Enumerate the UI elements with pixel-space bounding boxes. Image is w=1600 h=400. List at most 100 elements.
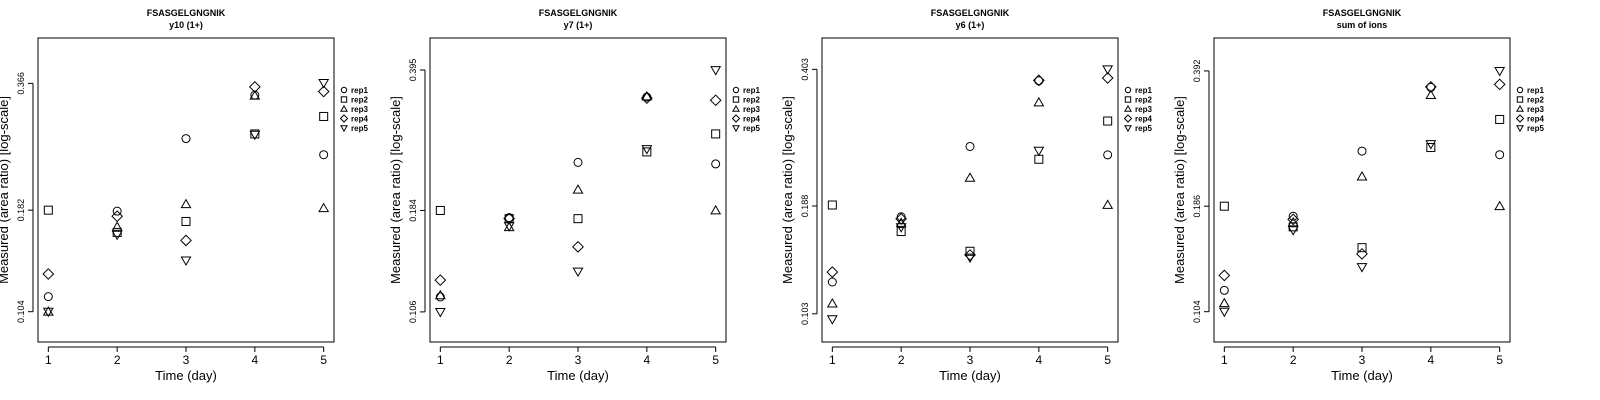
legend-label: rep3 xyxy=(1135,105,1152,114)
data-point-rep4 xyxy=(1356,247,1368,260)
data-point-rep2 xyxy=(1495,114,1505,124)
data-point-rep1 xyxy=(43,292,53,302)
legend-label: rep5 xyxy=(1135,124,1152,133)
data-point-rep2 xyxy=(573,214,583,224)
chart-title: FSASGELGNGNIK xyxy=(931,8,1010,18)
legend-label: rep3 xyxy=(351,105,368,114)
data-point-rep3 xyxy=(1033,96,1045,107)
data-point-rep2 xyxy=(965,246,975,256)
data-point-rep1 xyxy=(319,150,329,160)
data-point-rep5 xyxy=(1356,263,1368,273)
x-tick-label: 1 xyxy=(829,353,836,367)
data-point-rep5 xyxy=(111,230,123,241)
data-point-rep1 xyxy=(827,277,837,287)
legend-label: rep1 xyxy=(743,86,760,95)
x-tick-label: 2 xyxy=(898,353,905,367)
data-point-rep4 xyxy=(964,249,976,261)
legend-marker-rep4 xyxy=(1123,114,1133,123)
data-point-rep5 xyxy=(503,222,515,232)
data-point-rep4 xyxy=(826,266,839,278)
y-tick-label: 0.182 xyxy=(16,199,26,222)
data-point-rep3 xyxy=(180,198,192,209)
chart-subtitle: y10 (1+) xyxy=(169,20,203,30)
y-tick-label: 0.392 xyxy=(1192,60,1202,83)
data-point-rep3 xyxy=(249,90,261,100)
data-point-rep4 xyxy=(1218,269,1231,282)
x-tick-label: 4 xyxy=(251,353,258,367)
data-point-rep5 xyxy=(895,223,907,233)
legend-marker-rep3 xyxy=(340,104,348,112)
y-tick-label: 0.186 xyxy=(1192,195,1202,218)
legend-marker-rep1 xyxy=(1516,86,1524,94)
data-point-rep4 xyxy=(180,234,192,247)
data-point-rep5 xyxy=(1218,307,1230,318)
data-point-rep3 xyxy=(710,204,722,215)
y-tick-label: 0.403 xyxy=(800,58,810,81)
chart-title: FSASGELGNGNIK xyxy=(147,8,226,18)
data-point-rep1 xyxy=(181,134,191,144)
y-axis-label: Measured (area ratio) [log-scale] xyxy=(388,96,403,284)
x-tick-label: 1 xyxy=(1221,353,1228,367)
legend-label: rep4 xyxy=(1527,115,1544,124)
legend-marker-rep2 xyxy=(340,96,348,103)
legend-marker-rep4 xyxy=(1515,114,1525,123)
data-point-rep2 xyxy=(642,147,652,157)
data-point-rep3 xyxy=(1356,170,1368,181)
x-tick-label: 5 xyxy=(320,353,327,367)
x-tick-label: 4 xyxy=(1035,353,1042,367)
data-point-rep3 xyxy=(1218,297,1230,308)
data-point-rep5 xyxy=(1425,140,1437,150)
data-point-rep2 xyxy=(896,227,906,237)
data-point-rep1 xyxy=(711,159,721,169)
chart-panel-4: FSASGELGNGNIK sum of ions 1 2 3 4 5 Time (day) 0… xyxy=(1172,8,1544,383)
legend-marker-rep2 xyxy=(1124,96,1132,103)
data-point-rep5 xyxy=(180,256,192,266)
y-axis-label: Measured (area ratio) [log-scale] xyxy=(780,96,795,284)
legend-label: rep2 xyxy=(743,96,760,105)
y-tick-label: 0.104 xyxy=(16,300,26,323)
x-axis-label: Time (day) xyxy=(547,368,609,383)
x-axis-label: Time (day) xyxy=(939,368,1001,383)
data-point-rep1 xyxy=(965,141,975,151)
data-point-rep1 xyxy=(1495,150,1505,160)
data-point-rep4 xyxy=(434,274,447,287)
y-tick-label: 0.106 xyxy=(408,301,418,324)
legend-label: rep2 xyxy=(1527,96,1544,105)
x-tick-label: 2 xyxy=(1290,353,1297,367)
x-tick-label: 3 xyxy=(183,353,190,367)
legend-label: rep2 xyxy=(1135,96,1152,105)
legend-marker-rep4 xyxy=(731,114,741,123)
data-point-rep4 xyxy=(1101,72,1114,84)
chart-title: FSASGELGNGNIK xyxy=(1323,8,1402,18)
x-tick-label: 5 xyxy=(712,353,719,367)
data-point-rep4 xyxy=(1493,78,1506,91)
data-point-rep4 xyxy=(42,268,55,280)
x-axis-label: Time (day) xyxy=(155,368,217,383)
data-point-rep2 xyxy=(1034,154,1044,164)
data-point-rep5 xyxy=(318,78,330,89)
x-tick-label: 2 xyxy=(506,353,513,367)
legend-label: rep4 xyxy=(1135,115,1152,124)
legend-marker-rep4 xyxy=(339,114,349,123)
data-point-rep5 xyxy=(249,130,261,141)
data-point-rep4 xyxy=(709,94,722,107)
y-tick-label: 0.103 xyxy=(800,303,810,326)
chart-subtitle: y6 (1+) xyxy=(956,20,985,30)
y-tick-label: 0.395 xyxy=(408,59,418,82)
data-point-rep2 xyxy=(711,129,721,139)
data-point-rep3 xyxy=(318,202,330,213)
x-axis-label: Time (day) xyxy=(1331,368,1393,383)
chart-title: FSASGELGNGNIK xyxy=(539,8,618,18)
legend-marker-rep3 xyxy=(732,104,740,112)
legend-label: rep5 xyxy=(743,124,760,133)
y-tick-label: 0.104 xyxy=(1192,300,1202,323)
data-point-rep4 xyxy=(1424,80,1437,93)
data-point-rep3 xyxy=(1102,199,1114,209)
y-axis-label: Measured (area ratio) [log-scale] xyxy=(0,96,11,284)
data-point-rep3 xyxy=(826,298,838,308)
data-point-rep5 xyxy=(1287,226,1299,236)
